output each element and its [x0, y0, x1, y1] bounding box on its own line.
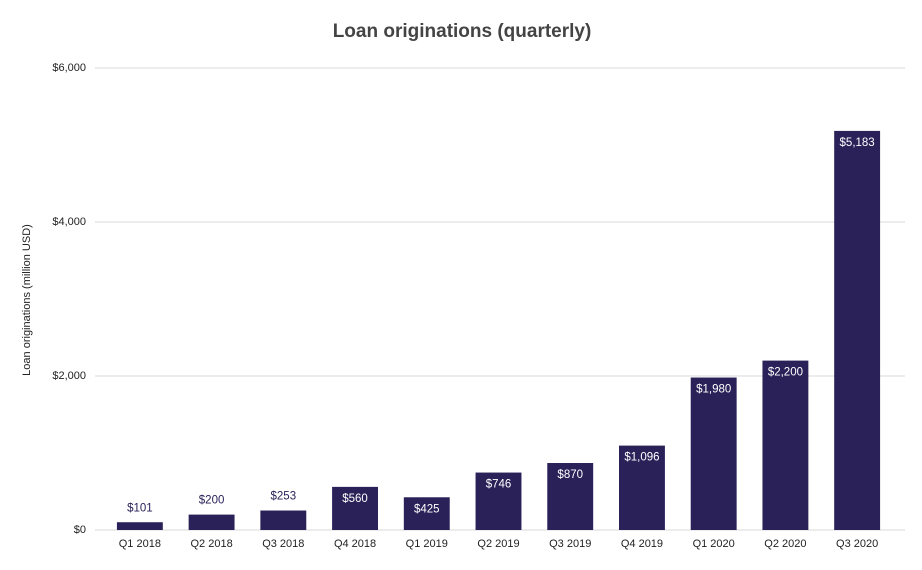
x-tick-label: Q2 2020: [764, 538, 806, 550]
value-label: $5,183: [840, 137, 875, 149]
value-label: $253: [271, 491, 297, 503]
value-label: $1,096: [624, 452, 659, 464]
bar: [116, 522, 163, 530]
y-tick-label: $0: [74, 524, 86, 536]
value-label: $560: [342, 493, 368, 505]
x-tick-label: Q1 2020: [693, 538, 735, 550]
x-tick-label: Q2 2018: [190, 538, 232, 550]
x-tick-label: Q4 2019: [621, 538, 663, 550]
bar: [690, 377, 737, 530]
bar: [762, 360, 809, 530]
bar: [619, 445, 665, 530]
x-tick-label: Q3 2020: [836, 538, 878, 550]
x-tick-label: Q1 2018: [119, 538, 161, 550]
x-tick-label: Q1 2019: [406, 538, 448, 550]
x-tick-label: Q3 2019: [549, 538, 591, 550]
bar: [188, 514, 235, 530]
value-label: $2,200: [768, 367, 803, 379]
chart-title: Loan originations (quarterly): [333, 21, 592, 42]
y-tick-label: $2,000: [52, 370, 86, 382]
value-label: $870: [557, 469, 583, 481]
y-axis-label: Loan originations (million USD): [21, 224, 33, 376]
bar: [260, 510, 307, 530]
value-label: $425: [414, 503, 440, 515]
bar: [834, 130, 881, 530]
bar: [332, 486, 378, 530]
y-tick-label: $6,000: [52, 62, 86, 74]
value-label: $746: [486, 479, 512, 491]
x-tick-label: Q4 2018: [334, 538, 376, 550]
x-tick-label: Q2 2019: [477, 538, 519, 550]
x-tick-label: Q3 2018: [262, 538, 304, 550]
bar: [547, 463, 594, 530]
y-tick-label: $4,000: [52, 216, 86, 228]
value-label: $101: [127, 502, 153, 514]
bar: [403, 497, 450, 530]
bar: [475, 472, 522, 530]
value-label: $1,980: [696, 384, 731, 396]
value-label: $200: [199, 495, 225, 507]
